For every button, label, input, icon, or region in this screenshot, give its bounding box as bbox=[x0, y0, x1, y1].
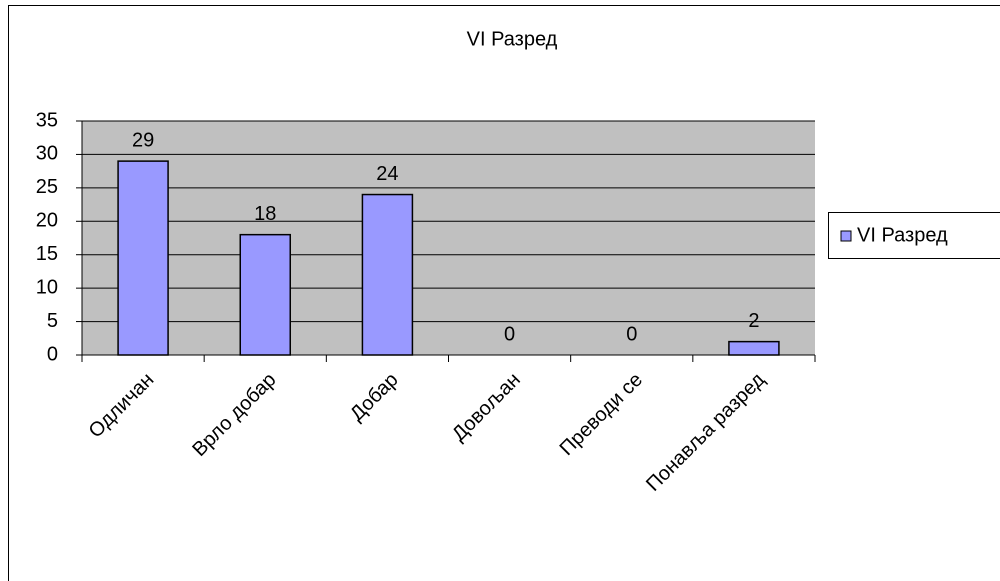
data-label: 2 bbox=[748, 310, 759, 332]
chart-title: VI Разред bbox=[467, 28, 558, 50]
y-tick-label: 25 bbox=[36, 176, 58, 198]
data-label: 24 bbox=[376, 163, 398, 185]
legend-box bbox=[828, 212, 1000, 259]
y-tick-label: 15 bbox=[36, 243, 58, 265]
y-tick-label: 35 bbox=[36, 109, 58, 131]
y-tick-label: 0 bbox=[47, 343, 58, 365]
data-label: 18 bbox=[254, 203, 276, 225]
legend-swatch bbox=[840, 230, 852, 242]
y-tick-label: 20 bbox=[36, 210, 58, 232]
bar bbox=[239, 233, 291, 356]
y-tick-label: 5 bbox=[47, 310, 58, 332]
bar bbox=[117, 160, 169, 356]
y-tick-label: 10 bbox=[36, 276, 58, 298]
bar bbox=[361, 193, 414, 356]
bar bbox=[728, 340, 780, 356]
data-label: 0 bbox=[626, 323, 637, 345]
legend-label: VI Разред bbox=[857, 224, 948, 246]
y-tick-label: 30 bbox=[36, 143, 58, 165]
data-label: 0 bbox=[504, 323, 515, 345]
data-label: 29 bbox=[132, 129, 154, 151]
plot-area bbox=[82, 121, 815, 355]
